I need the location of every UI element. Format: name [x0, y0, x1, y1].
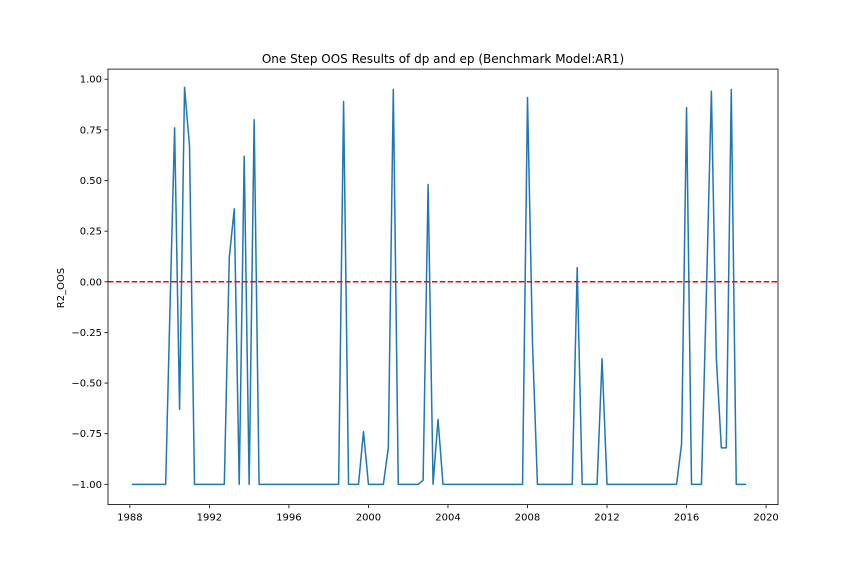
- plot-frame: [107, 68, 779, 505]
- y-tick-label: −1.00: [71, 480, 102, 491]
- x-tick-label: 1992: [197, 513, 222, 524]
- x-tick-label: 2004: [435, 513, 460, 524]
- y-tick-label: −0.50: [71, 379, 102, 390]
- y-tick-label: 0.00: [80, 277, 102, 288]
- y-tick-label: 0.50: [80, 176, 102, 187]
- x-tick-label: 2020: [753, 513, 778, 524]
- y-tick-label: 0.75: [80, 125, 102, 136]
- x-tick-label: 2012: [594, 513, 619, 524]
- x-tick-label: 2000: [356, 513, 381, 524]
- y-tick-label: −0.75: [71, 429, 102, 440]
- y-tick-label: −0.25: [71, 328, 102, 339]
- x-tick-label: 2016: [674, 513, 699, 524]
- y-axis-label: R2_OOS: [56, 268, 67, 308]
- y-tick-label: 0.25: [80, 227, 102, 238]
- chart-title: One Step OOS Results of dp and ep (Bench…: [262, 52, 624, 66]
- x-tick-label: 1996: [276, 513, 301, 524]
- y-tick-label: 1.00: [80, 75, 102, 86]
- x-tick-label: 1988: [117, 513, 142, 524]
- plot-area: 1988 1992 1996 2000 2004 2008 2012 2016 2020 −1.0…: [71, 75, 778, 524]
- series-line: [131, 86, 747, 486]
- x-tick-label: 2008: [515, 513, 540, 524]
